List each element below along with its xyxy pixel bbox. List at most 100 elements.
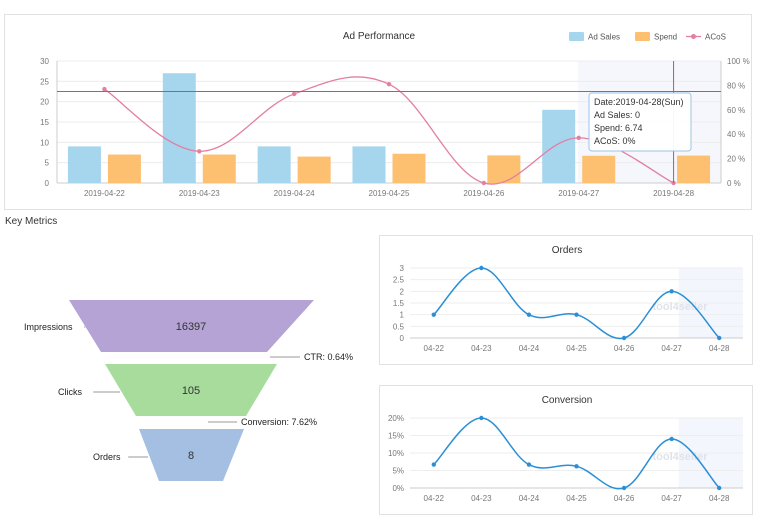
x-tick: 04-27 [661,494,682,503]
legend-label: Ad Sales [588,33,620,42]
funnel-rate: CTR: 0.64% [304,352,353,362]
x-tick: 04-26 [614,494,635,503]
acos-point [386,81,392,87]
x-tick: 04-22 [424,494,445,503]
x-tick: 2019-04-25 [369,189,410,198]
conversion-panel: Conversion 0% 5% 10% 15% 20% 04-22 04-23 04-24 04… [379,385,753,515]
x-tick: 2019-04-28 [653,189,694,198]
tooltip-line: ACoS: 0% [594,136,636,146]
funnel-label: Orders [93,452,121,462]
acos-point [197,149,202,154]
data-point [526,312,532,317]
y-tick: 3 [400,264,405,273]
x-tick: 2019-04-27 [558,189,599,198]
data-point [717,335,722,341]
x-tick: 04-28 [709,494,730,503]
data-point [479,415,484,421]
tooltip-line: Ad Sales: 0 [594,110,640,120]
orders-chart[interactable]: Orders 0 0.5 1 1.5 2 2.5 3 04-22 04-23 04-24 04-25 0… [380,236,754,366]
acos-point [291,91,297,97]
x-tick: 04-26 [614,344,635,353]
x-tick: 2019-04-26 [463,189,504,198]
data-point [621,335,627,341]
y-tick-left: 30 [40,57,49,66]
legend-label: Spend [654,33,677,42]
funnel-rate: Conversion: 7.62% [241,417,317,427]
y-tick-left: 5 [45,159,50,168]
bar-ad-sales [352,146,386,183]
data-point [669,289,674,294]
data-point [669,436,674,442]
bar-ad-sales [67,146,101,183]
tooltip: Date:2019-04-28(Sun) Ad Sales: 0 Spend: 6.… [588,92,692,152]
x-tick: 04-23 [471,494,492,503]
chart-title: Orders [552,245,583,256]
chart-title: Ad Performance [343,31,416,42]
bar-ad-sales [257,146,291,183]
x-tick: 04-25 [566,494,587,503]
legend-swatch-marker [691,34,696,39]
acos-point [481,180,487,186]
bar-spend [487,155,521,183]
bar-spend [677,155,711,183]
ad-performance-panel: Ad Performance 0 5 10 15 20 25 30 0 % 20 % 40 % 60 … [4,14,752,210]
funnel-value: 8 [188,450,194,462]
bar-spend [107,154,141,183]
y-tick: 10% [388,449,404,458]
data-point [431,462,436,467]
y-tick-left: 25 [40,77,49,86]
funnel-stage-orders [139,429,244,481]
x-tick: 04-22 [424,344,445,353]
ad-performance-chart[interactable]: Ad Performance 0 5 10 15 20 25 30 0 % 20 % 40 % 60 … [5,15,753,211]
data-point [717,485,722,491]
bar-spend [202,154,236,183]
legend-label: ACoS [705,33,726,42]
bar-ad-sales [542,109,576,183]
bar-spend [297,156,331,183]
y-tick: 15% [388,432,404,441]
orders-panel: Orders 0 0.5 1 1.5 2 2.5 3 04-22 04-23 04-24 04-25 0… [379,235,753,365]
data-point [526,462,532,467]
y-tick-left: 20 [40,98,49,107]
legend-swatch [569,32,584,41]
chart-title: Conversion [542,395,593,406]
funnel-stage-impressions [69,300,314,352]
funnel-chart: 16397 Impressions 105 Clicks 8 Orders CTR: 0.6… [24,300,353,481]
acos-point [102,86,107,92]
y-tick-right: 20 % [727,155,745,164]
data-point [479,265,484,271]
data-point [621,485,627,491]
data-point [574,464,579,469]
conversion-chart[interactable]: Conversion 0% 5% 10% 15% 20% 04-22 04-23 04-24 04… [380,386,754,516]
tooltip-line: Spend: 6.74 [594,123,643,133]
bar-spend [582,155,616,183]
y-tick: 20% [388,414,404,423]
funnel-value: 105 [182,385,200,397]
section-title: Key Metrics [5,216,58,227]
y-tick-right: 100 % [727,57,750,66]
y-tick-left: 10 [40,138,49,147]
y-tick: 2 [400,287,405,296]
funnel-label: Clicks [58,387,82,397]
data-point [574,312,579,317]
y-tick-left: 15 [40,118,49,127]
x-tick: 2019-04-22 [84,189,125,198]
y-tick-right: 80 % [727,81,745,90]
x-tick: 04-24 [519,344,540,353]
x-tick: 04-28 [709,344,730,353]
funnel-value: 16397 [176,321,207,333]
y-tick: 0% [392,484,404,493]
y-tick: 0.5 [393,322,405,331]
y-tick: 1 [400,311,405,320]
x-tick: 04-27 [661,344,682,353]
tooltip-line: Date:2019-04-28(Sun) [594,97,684,107]
y-tick: 0 [400,334,405,343]
y-tick-right: 60 % [727,106,745,115]
x-tick: 04-24 [519,494,540,503]
y-tick-right: 0 % [727,179,741,188]
y-tick: 1.5 [393,299,405,308]
y-tick-left: 0 [45,179,50,188]
y-tick-right: 40 % [727,130,745,139]
x-tick: 2019-04-23 [179,189,220,198]
y-tick: 5% [392,467,404,476]
